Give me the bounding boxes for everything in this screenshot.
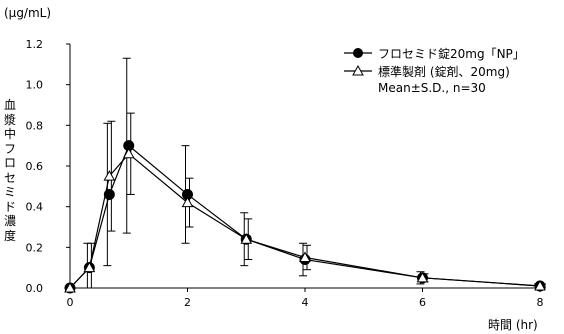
series-line-1 xyxy=(69,144,541,289)
y-unit-label: (µg/mL) xyxy=(4,6,52,20)
y-tick-label: 0.4 xyxy=(26,201,44,214)
x-tick-label: 0 xyxy=(67,296,74,309)
data-point-reference xyxy=(122,147,135,159)
y-tick-label: 1.0 xyxy=(26,79,44,92)
y-axis-label: 血漿中フロセミド濃度 xyxy=(3,98,16,243)
y-tick-label: 0.8 xyxy=(26,119,44,132)
data-point-np xyxy=(103,188,115,200)
legend-entry-np: フロセミド錠20mg「NP」 xyxy=(378,47,525,61)
data-point-reference xyxy=(534,279,546,291)
data-point-reference xyxy=(103,170,116,181)
x-axis-label: 時間 (hr) xyxy=(488,318,538,332)
data-point-reference xyxy=(181,196,194,208)
data-point-reference xyxy=(64,281,76,293)
legend-note: Mean±S.D., n=30 xyxy=(378,81,486,95)
series-line-2 xyxy=(69,152,541,289)
y-tick-label: 0.0 xyxy=(26,282,44,295)
data-point-reference xyxy=(83,261,96,273)
legend-marker-reference xyxy=(352,64,364,76)
legend-entry-reference: 標準製剤 (錠剤、20mg) xyxy=(378,65,510,79)
y-tick-label: 1.2 xyxy=(26,38,44,51)
y-tick-label: 0.6 xyxy=(26,160,44,173)
x-tick-label: 6 xyxy=(419,296,426,309)
legend-marker-np xyxy=(353,48,363,58)
y-tick-label: 0.2 xyxy=(26,241,44,254)
x-tick-label: 2 xyxy=(184,296,191,309)
x-tick-label: 8 xyxy=(537,296,544,309)
data-point-reference xyxy=(299,251,311,262)
data-point-reference xyxy=(416,271,429,283)
data-point-reference xyxy=(240,233,253,244)
x-tick-label: 4 xyxy=(302,296,309,309)
